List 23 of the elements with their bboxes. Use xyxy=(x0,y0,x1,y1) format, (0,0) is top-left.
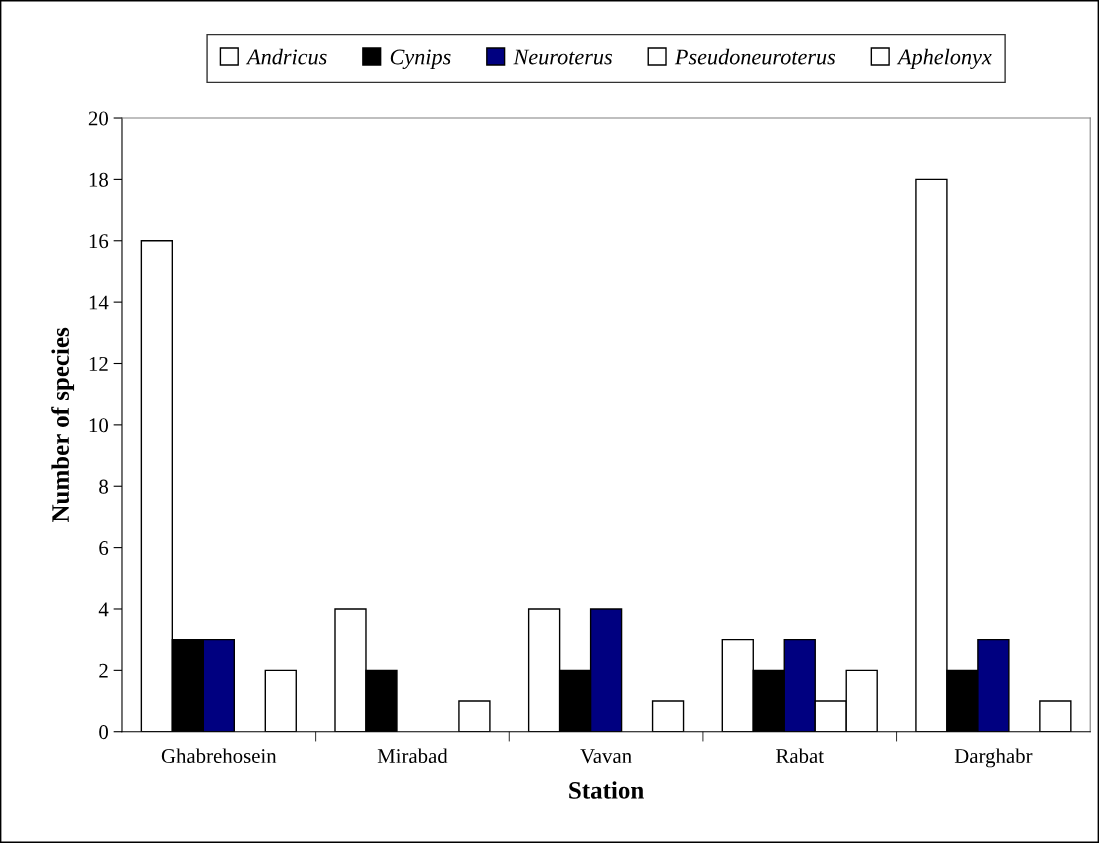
x-axis-title: Station xyxy=(569,781,644,799)
x-tick-label: Rabat xyxy=(776,748,824,764)
legend-label: Cynips xyxy=(390,49,451,70)
legend-label: Neuroterus xyxy=(513,49,612,65)
legend-label: Pseudoneuroterus xyxy=(674,48,836,65)
y-tick-label: 18 xyxy=(89,172,108,187)
y-axis-title: Number of species xyxy=(51,327,75,523)
y-tick-label: 16 xyxy=(89,234,109,249)
y-tick-label: 10 xyxy=(89,418,108,433)
y-tick-label: 8 xyxy=(99,479,108,494)
x-tick-label: Darghabr xyxy=(954,748,1033,768)
legend-label: Aphelonyx xyxy=(896,48,992,70)
y-tick-label: 14 xyxy=(89,295,109,310)
y-tick-label: 2 xyxy=(99,663,108,678)
y-tick-label: 6 xyxy=(99,541,109,556)
y-tick-label: 12 xyxy=(89,356,108,371)
x-tick-label: Vavan xyxy=(580,749,632,764)
legend-label: Andricus xyxy=(245,48,327,65)
x-tick-label: Ghabrehosein xyxy=(161,748,277,764)
y-tick-label: 20 xyxy=(88,111,108,126)
x-tick-label: Mirabad xyxy=(377,748,448,764)
y-tick-label: 4 xyxy=(98,602,109,617)
y-tick-label: 0 xyxy=(99,725,108,740)
